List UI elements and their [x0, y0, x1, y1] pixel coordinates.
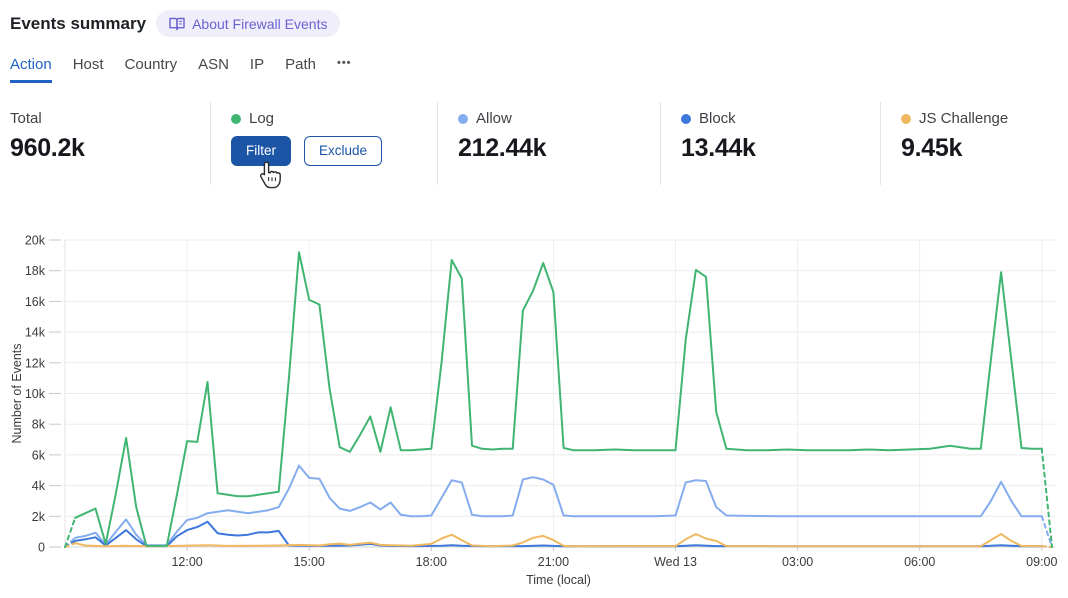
dimension-tabs: Action Host Country ASN IP Path •••: [10, 56, 352, 83]
svg-text:0: 0: [38, 541, 45, 555]
svg-text:8k: 8k: [32, 418, 46, 432]
stat-block[interactable]: Block 13.44k: [660, 102, 880, 185]
about-firewall-events-label: About Firewall Events: [192, 15, 328, 32]
tab-host[interactable]: Host: [72, 56, 104, 73]
stat-total-value: 960.2k: [10, 134, 85, 162]
allow-series-dot: [458, 113, 468, 124]
tab-country[interactable]: Country: [124, 56, 178, 73]
block-series-dot: [681, 113, 691, 124]
svg-text:20k: 20k: [25, 234, 46, 248]
stat-total-label: Total: [10, 110, 42, 127]
stat-js-challenge-value: 9.45k: [901, 134, 963, 162]
page-title: Events summary: [10, 13, 147, 33]
stat-block-label: Block: [699, 110, 736, 127]
events-time-series-chart[interactable]: 0 2k 4k 6k 8k 10k 12k 14k 16k 18k 20k 12:00 15:00 18:…: [0, 225, 1068, 598]
action-summary-row: Total 960.2k Log Filter Exclude Allow 21…: [0, 102, 1068, 185]
tab-ip[interactable]: IP: [249, 56, 265, 73]
chart-svg: 0 2k 4k 6k 8k 10k 12k 14k 16k 18k 20k 12:00 15:00 18:…: [10, 234, 1058, 588]
tab-action[interactable]: Action: [10, 56, 52, 83]
js-challenge-series-dot: [901, 113, 911, 124]
svg-text:15:00: 15:00: [294, 555, 325, 569]
svg-text:18:00: 18:00: [416, 555, 447, 569]
book-icon: [169, 17, 185, 31]
svg-text:Number of Events: Number of Events: [10, 343, 24, 443]
stat-block-value: 13.44k: [681, 134, 756, 162]
stat-allow-label: Allow: [476, 110, 512, 127]
svg-text:Time (local): Time (local): [526, 573, 591, 587]
stat-log-label: Log: [249, 110, 275, 127]
tab-asn[interactable]: ASN: [198, 56, 229, 73]
exclude-button[interactable]: Exclude: [304, 136, 383, 166]
stat-total[interactable]: Total 960.2k: [0, 102, 210, 185]
svg-text:09:00: 09:00: [1026, 555, 1057, 569]
about-firewall-events-link[interactable]: About Firewall Events: [156, 10, 341, 37]
tab-path[interactable]: Path: [285, 56, 316, 73]
svg-text:18k: 18k: [25, 264, 46, 278]
log-series-dot: [231, 113, 241, 124]
svg-text:10k: 10k: [25, 387, 46, 401]
svg-text:21:00: 21:00: [538, 555, 569, 569]
stat-log[interactable]: Log Filter Exclude: [210, 102, 437, 185]
tabs-more-button[interactable]: •••: [336, 57, 352, 69]
svg-text:03:00: 03:00: [782, 555, 813, 569]
stat-js-challenge-label: JS Challenge: [919, 110, 1009, 127]
svg-text:Wed 13: Wed 13: [654, 555, 697, 569]
page-header: Events summary About Firewall Events: [10, 10, 341, 37]
svg-text:2k: 2k: [32, 510, 46, 524]
stat-allow-value: 212.44k: [458, 134, 547, 162]
svg-text:6k: 6k: [32, 448, 46, 462]
stat-allow[interactable]: Allow 212.44k: [437, 102, 660, 185]
filter-button[interactable]: Filter: [231, 136, 291, 166]
svg-text:14k: 14k: [25, 326, 46, 340]
svg-text:12:00: 12:00: [171, 555, 202, 569]
stat-js-challenge[interactable]: JS Challenge 9.45k: [880, 102, 1068, 185]
svg-text:4k: 4k: [32, 479, 46, 493]
svg-text:16k: 16k: [25, 295, 46, 309]
svg-text:12k: 12k: [25, 356, 46, 370]
svg-text:06:00: 06:00: [904, 555, 935, 569]
